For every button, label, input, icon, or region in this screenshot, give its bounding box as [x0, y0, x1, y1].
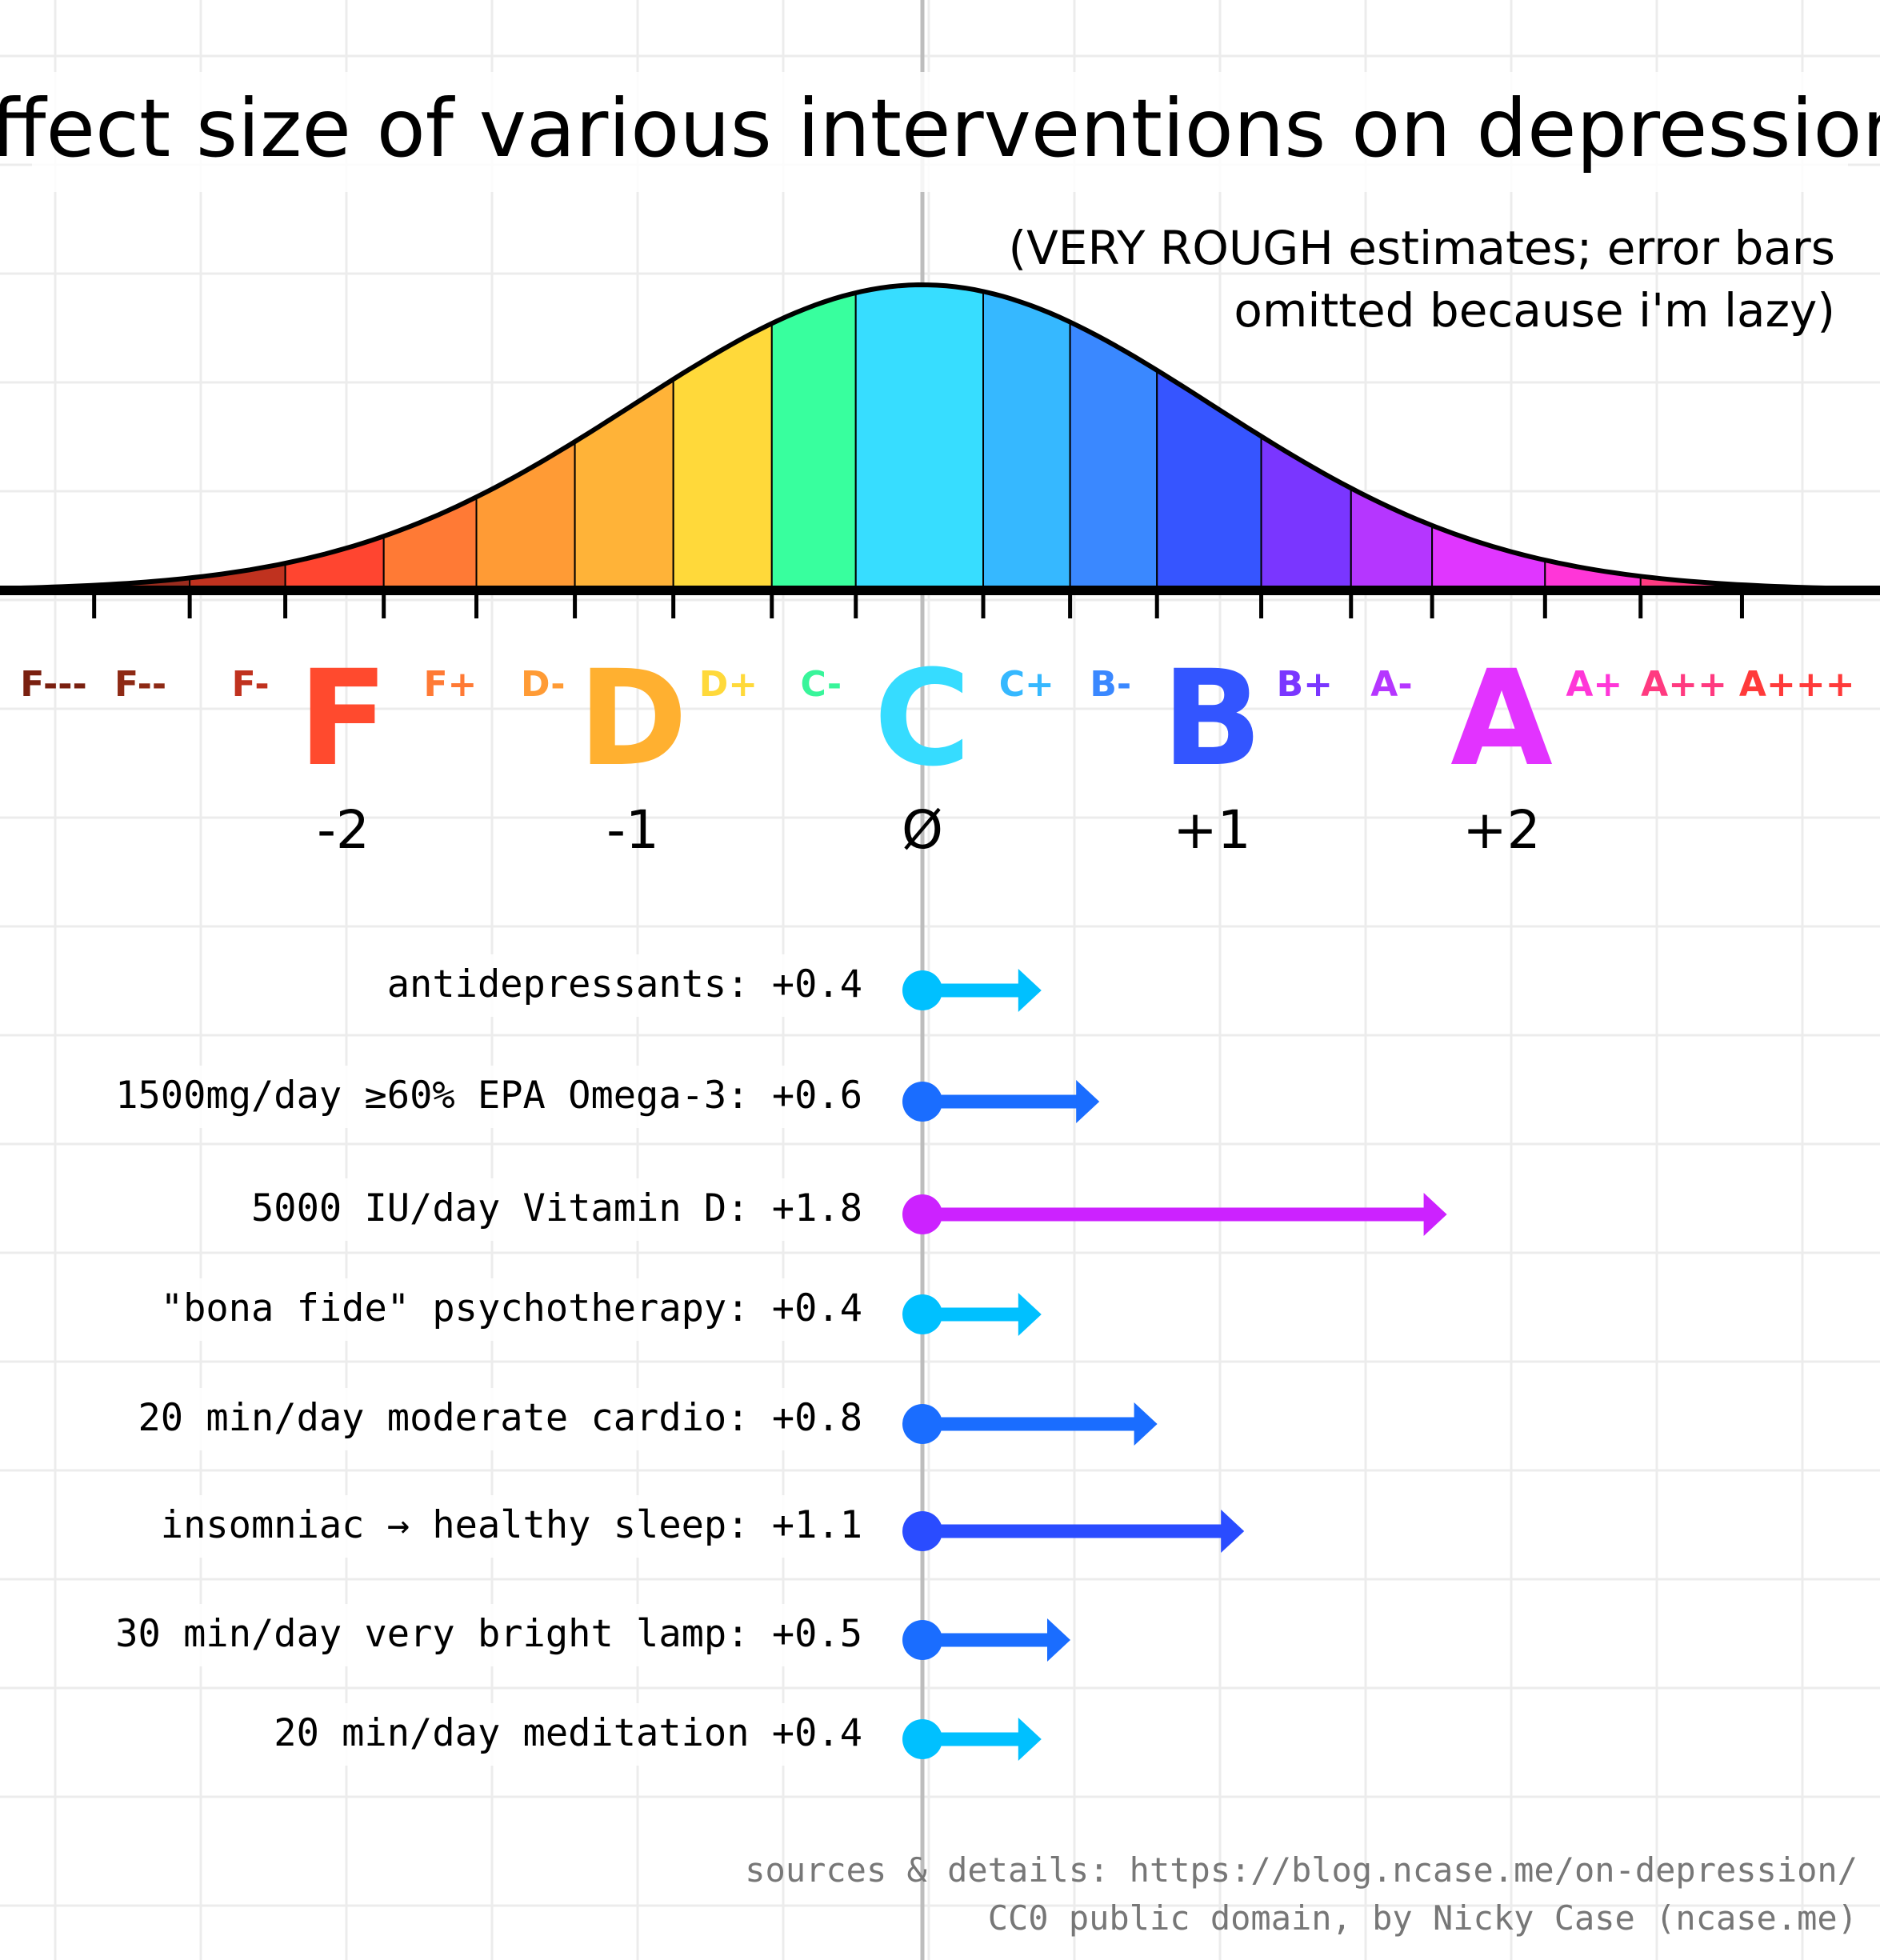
label-backdrop [134, 1278, 879, 1341]
chart-subtitle-line-2: omitted because i'm lazy) [1234, 283, 1835, 338]
intervention-label: 20 min/day moderate cardio: +0.8 [138, 1396, 862, 1440]
effect-arrow-head [1423, 1193, 1447, 1236]
grade-label-small: F+ [423, 664, 477, 705]
effect-arrow-origin-dot [902, 1082, 942, 1122]
curve-band [284, 534, 385, 591]
effect-arrow-head [1221, 1510, 1245, 1553]
label-backdrop [247, 1703, 879, 1766]
grade-label-small: C- [801, 664, 842, 705]
effect-arrow-origin-dot [902, 1511, 942, 1551]
curve-band [1260, 434, 1352, 591]
grade-label-small: D+ [699, 664, 758, 705]
x-tick-label: +2 [1462, 799, 1540, 861]
grade-labels: F--- F-- F- F+ D- D+ C- C+ B- B+ A- A+ A++ A+++ F D C B A [20, 642, 1854, 795]
grade-label-small: A+++ [1739, 664, 1855, 705]
footer-license: CC0 public domain, by Nicky Case (ncase.… [988, 1898, 1858, 1938]
grade-label-big: B [1162, 642, 1262, 795]
label-backdrop [225, 1178, 878, 1241]
grade-label-small: F--- [20, 664, 87, 705]
curve-band [1350, 486, 1434, 591]
grade-label-small: F-- [114, 664, 166, 705]
x-tick-label: Ø [902, 799, 943, 861]
intervention-label: "bona fide" psychotherapy: +0.4 [161, 1286, 862, 1330]
intervention-label: 1500mg/day ≥60% EPA Omega-3: +0.6 [115, 1074, 862, 1118]
intervention-label: 5000 IU/day Vitamin D: +1.8 [251, 1186, 862, 1230]
grade-label-small: A++ [1641, 664, 1727, 705]
label-backdrop [361, 954, 879, 1017]
intervention-label: insomniac → healthy sleep: +1.1 [161, 1503, 862, 1547]
curve-band [382, 495, 478, 591]
effect-arrow-head [1018, 1293, 1042, 1336]
grade-label-big: D [578, 642, 688, 795]
grade-label-small: C+ [999, 664, 1054, 705]
effect-arrow-origin-dot [902, 1194, 942, 1234]
effect-arrow-head [1076, 1080, 1100, 1123]
grade-label-small: A- [1370, 664, 1412, 705]
label-backdrop [88, 1066, 879, 1128]
grade-label-small: F- [232, 664, 270, 705]
grade-label-small: B- [1090, 664, 1131, 705]
x-tick-label: +1 [1173, 799, 1250, 861]
grade-label-small: A+ [1566, 664, 1622, 705]
curve-band [672, 322, 773, 591]
effect-arrow-head [1047, 1618, 1070, 1662]
bell-curve [0, 282, 1880, 595]
effect-arrow-head [1018, 969, 1042, 1012]
x-tick-label: -1 [606, 799, 659, 861]
label-backdrop [111, 1388, 878, 1450]
effect-arrow-origin-dot [902, 1404, 942, 1444]
effect-arrow-origin-dot [902, 1620, 942, 1660]
chart-subtitle-line-1: (VERY ROUGH estimates; error bars [1009, 221, 1836, 275]
effect-arrow-origin-dot [902, 970, 942, 1010]
grade-label-small: B+ [1277, 664, 1333, 705]
footer-sources: sources & details: https://blog.ncase.me… [745, 1850, 1858, 1890]
curve-band [854, 284, 985, 591]
grade-label-big: F [298, 642, 389, 795]
effect-arrow-head [1018, 1718, 1042, 1761]
curve-outline [0, 282, 1878, 592]
x-tick-labels: -2 -1 Ø +1 +2 [317, 799, 1541, 861]
intervention-label: antidepressants: +0.4 [387, 962, 862, 1006]
label-backdrop [88, 1604, 879, 1666]
axis-ticks [92, 590, 1744, 618]
grade-label-small: D- [521, 664, 566, 705]
effect-arrow-origin-dot [902, 1719, 942, 1759]
curve-band [770, 291, 857, 591]
grade-label-big: A [1450, 642, 1553, 795]
title-backdrop [32, 72, 1848, 192]
label-backdrop [134, 1495, 879, 1558]
effect-arrow-head [1134, 1402, 1158, 1446]
intervention-label: 30 min/day very bright lamp: +0.5 [115, 1612, 862, 1656]
intervention-arrows: antidepressants: +0.4 1500mg/day ≥60% EPA… [88, 954, 1447, 1766]
intervention-label: 20 min/day meditation +0.4 [274, 1711, 862, 1755]
effect-arrow-origin-dot [902, 1294, 942, 1334]
x-tick-label: -2 [317, 799, 370, 861]
curve-band [982, 290, 1071, 591]
chart-title: Effect size of various interventions on … [0, 82, 1880, 175]
grade-label-big: C [874, 642, 970, 795]
